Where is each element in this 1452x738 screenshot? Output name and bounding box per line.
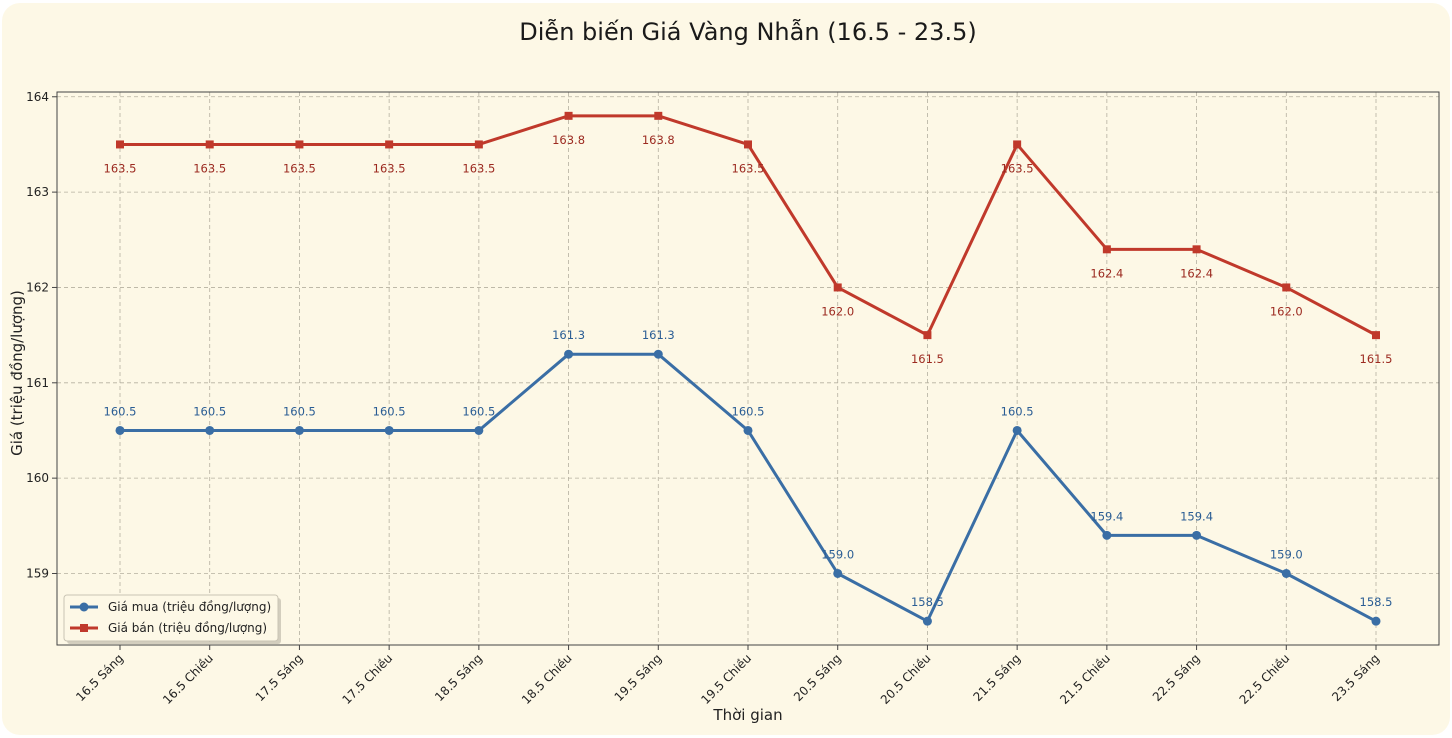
data-label: 160.5 [104,404,137,418]
legend-swatch-marker [80,624,88,632]
legend-box [63,594,279,642]
series-layer [115,111,1381,626]
data-point-marker [385,140,394,149]
data-label: 163.5 [732,161,765,175]
data-point-marker [922,616,932,626]
data-point-marker [564,111,573,120]
data-point-marker [653,349,663,359]
data-label: 163.5 [1001,161,1034,175]
legend: Giá mua (triệu đồng/lượng) Giá bán (triệu… [63,594,281,644]
data-point-marker [654,111,663,120]
x-tick-label: 21.5 Chiều [1057,651,1113,707]
y-tick-label: 160 [26,471,49,485]
data-label: 159.4 [1090,509,1123,523]
x-tick-label: 20.5 Sáng [791,651,844,704]
x-tick-label: 17.5 Sáng [253,651,306,704]
legend-swatch-marker [79,602,89,612]
y-tick-label: 163 [26,185,49,199]
data-point-marker [1013,140,1022,149]
data-point-marker [474,425,484,435]
data-point-marker [1282,283,1291,292]
data-point-marker [1281,568,1291,578]
data-label: 161.3 [642,328,675,342]
legend-entry-label: Giá mua (triệu đồng/lượng) [108,600,271,614]
data-label: 158.5 [911,595,944,609]
data-label: 161.3 [552,328,585,342]
data-point-marker [294,425,304,435]
data-label: 162.0 [821,304,854,318]
data-label: 163.5 [462,161,495,175]
data-label: 159.0 [1270,547,1303,561]
y-axis-label: Giá (triệu đồng/lượng) [8,290,26,456]
data-label: 160.5 [283,404,316,418]
data-point-marker [833,568,843,578]
x-tick-label: 16.5 Sáng [73,651,126,704]
x-tick-label: 20.5 Chiều [878,651,934,707]
data-point-marker [1192,530,1202,540]
data-label: 160.5 [732,404,765,418]
y-tick-label: 164 [26,90,49,104]
data-label: 163.8 [552,133,585,147]
data-label: 163.8 [642,133,675,147]
data-point-marker [1102,245,1111,254]
data-point-marker [743,425,753,435]
legend-entry-label: Giá bán (triệu đồng/lượng) [108,621,267,635]
data-label: 160.5 [373,404,406,418]
data-label: 161.5 [911,352,944,366]
x-tick-label: 23.5 Sáng [1329,651,1382,704]
data-label: 160.5 [1001,404,1034,418]
y-tick-label: 159 [26,566,49,580]
x-tick-label: 19.5 Sáng [612,651,665,704]
data-point-marker [1372,331,1380,340]
data-point-marker [744,140,752,149]
data-label: 163.5 [104,161,137,175]
x-tick-label: 19.5 Chiều [698,651,754,707]
line-chart: Diễn biến Giá Vàng Nhẫn (16.5 - 23.5) 15… [8,17,1440,724]
data-label: 162.4 [1090,266,1123,280]
x-axis-ticks: 16.5 Sáng 16.5 Chiều 17.5 Sáng 17.5 Chiều 18… [73,645,1382,707]
data-point-marker [1102,530,1112,540]
data-point-marker [384,425,394,435]
y-axis-ticks: 159 160 161 162 163 164 [26,90,57,580]
chart-card: Diễn biến Giá Vàng Nhẫn (16.5 - 23.5) 15… [2,3,1450,735]
data-point-marker [1012,425,1022,435]
y-tick-label: 162 [26,280,49,294]
chart-title: Diễn biến Giá Vàng Nhẫn (16.5 - 23.5) [519,17,976,46]
data-point-marker [1371,616,1381,626]
data-label: 160.5 [462,404,495,418]
x-tick-label: 22.5 Sáng [1150,651,1203,704]
y-tick-label: 161 [26,376,49,390]
data-point-marker [1192,245,1201,254]
data-label: 163.5 [283,161,316,175]
x-axis-label: Thời gian [712,706,782,724]
data-label: 163.5 [373,161,406,175]
data-label: 162.0 [1270,304,1303,318]
x-tick-label: 22.5 Chiều [1237,651,1293,707]
data-point-marker [116,140,124,149]
data-label: 159.4 [1180,509,1213,523]
data-label: 161.5 [1360,352,1393,366]
data-point-marker [295,140,304,149]
data-label: 160.5 [193,404,226,418]
data-point-marker [923,331,932,340]
x-tick-label: 17.5 Chiều [340,651,396,707]
data-point-marker [474,140,483,149]
data-label: 159.0 [821,547,854,561]
data-labels: 160.5 160.5 160.5 160.5 160.5 161.3 161.3 160.5… [104,133,1393,609]
data-point-marker [205,425,215,435]
data-label: 163.5 [193,161,226,175]
data-point-marker [205,140,214,149]
x-tick-label: 18.5 Chiều [519,651,575,707]
x-tick-label: 18.5 Sáng [432,651,485,704]
data-label: 162.4 [1180,266,1213,280]
data-point-marker [564,349,574,359]
data-point-marker [115,425,125,435]
data-point-marker [833,283,842,292]
grid [57,92,1439,645]
x-tick-label: 16.5 Chiều [160,651,216,707]
data-label: 158.5 [1360,595,1393,609]
x-tick-label: 21.5 Sáng [970,651,1023,704]
